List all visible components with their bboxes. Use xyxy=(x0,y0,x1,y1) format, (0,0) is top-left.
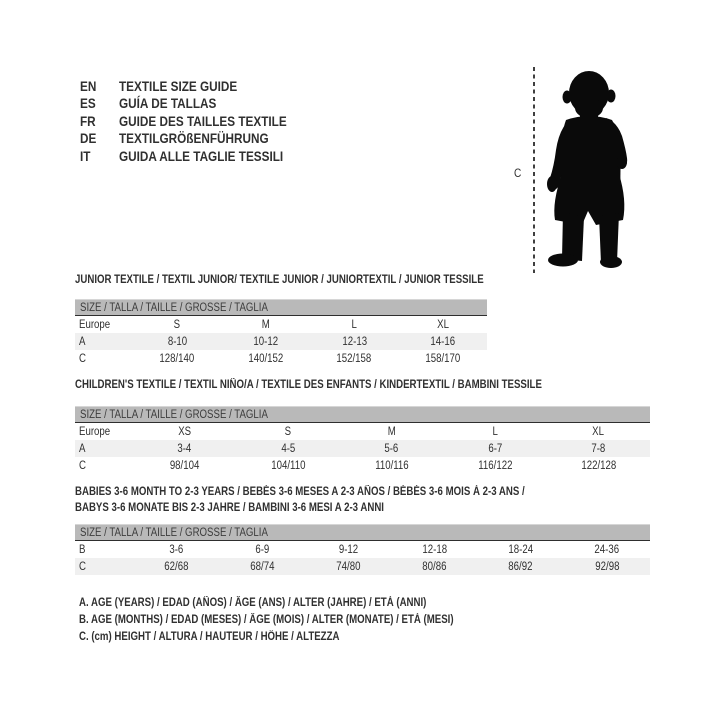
table-row: A 8-10 10-12 12-13 14-16 xyxy=(75,333,487,350)
size-cell: 110/116 xyxy=(374,459,409,472)
language-row-es: ES GUÍA DE TALLAS xyxy=(80,95,319,113)
language-label: TEXTILGRÖßENFÜHRUNG xyxy=(119,130,269,147)
table-row: C 62/68 68/74 74/80 80/86 86/92 92/98 xyxy=(75,558,650,575)
size-cell: 4-5 xyxy=(281,442,296,455)
size-cell: 116/122 xyxy=(477,459,513,472)
children-table-rows: Europe XS S M L XL A 3-4 4-5 5-6 6-7 7-8 C 98/104 104/… xyxy=(75,423,650,474)
size-cell: L xyxy=(492,425,498,438)
size-cell: 80/86 xyxy=(422,560,447,573)
table-row: C 98/104 104/110 110/116 116/122 122/128 xyxy=(75,457,650,474)
size-cell: 6-7 xyxy=(487,442,502,455)
size-cell: S xyxy=(174,318,181,331)
size-cell: 152/158 xyxy=(336,352,372,365)
row-label: B xyxy=(79,543,86,556)
size-cell: 3-6 xyxy=(169,543,184,556)
language-row-fr: FR GUIDE DES TAILLES TEXTILE xyxy=(80,112,319,130)
size-cell: 62/68 xyxy=(163,560,189,573)
table-title: CHILDREN'S TEXTILE / TEXTIL NIÑO/A / TEX… xyxy=(75,379,542,391)
table-row: B 3-6 6-9 9-12 12-18 18-24 24-36 xyxy=(75,541,650,558)
row-label: A xyxy=(79,442,86,455)
row-label: C xyxy=(79,560,86,573)
size-cell: 3-4 xyxy=(177,442,192,455)
size-cell: M xyxy=(387,425,396,438)
size-header-bar: SIZE / TALLA / TAILLE / GRÖSSE / TAGLIA xyxy=(75,524,650,541)
row-label: Europe xyxy=(79,318,111,331)
size-cell: 128/140 xyxy=(159,352,195,365)
legend-notes: A. AGE (YEARS) / EDAD (AÑOS) / ÂGE (ANS)… xyxy=(79,594,525,645)
language-code: DE xyxy=(80,130,97,147)
size-cell: 104/110 xyxy=(271,459,306,472)
size-cell: 92/98 xyxy=(594,560,620,573)
table-title: JUNIOR TEXTILE / TEXTIL JUNIOR/ TEXTILE … xyxy=(75,274,484,286)
legend-note-a: A. AGE (YEARS) / EDAD (AÑOS) / ÂGE (ANS)… xyxy=(79,596,427,609)
height-measure-label: C xyxy=(514,166,522,180)
size-cell: 74/80 xyxy=(336,560,361,573)
row-label: Europe xyxy=(79,425,111,438)
size-cell: 86/92 xyxy=(508,560,533,573)
language-code: EN xyxy=(80,77,97,94)
language-row-de: DE TEXTILGRÖßENFÜHRUNG xyxy=(80,130,319,148)
height-measure-line xyxy=(533,67,535,273)
toddler-silhouette-icon xyxy=(547,71,628,268)
size-cell: 10-12 xyxy=(253,335,279,348)
table-title: BABIES 3-6 MONTH TO 2-3 YEARS / BEBÉS 3-… xyxy=(75,486,525,514)
language-label: GUIDA ALLE TAGLIE TESSILI xyxy=(119,147,284,164)
language-label: GUÍA DE TALLAS xyxy=(119,95,217,112)
size-cell: 24-36 xyxy=(594,543,620,556)
row-label: C xyxy=(79,459,86,472)
children-table-section: CHILDREN'S TEXTILE / TEXTIL NIÑO/A / TEX… xyxy=(75,378,650,474)
language-code: ES xyxy=(80,95,96,112)
row-label: A xyxy=(79,335,86,348)
size-cell: 7-8 xyxy=(591,442,606,455)
size-cell: 6-9 xyxy=(255,543,270,556)
language-code: IT xyxy=(80,147,91,164)
size-cell: 12-18 xyxy=(422,543,447,556)
junior-table-rows: Europe S M L XL A 8-10 10-12 12-13 14-16 C 128/140 1… xyxy=(75,316,487,367)
table-row: Europe XS S M L XL xyxy=(75,423,650,440)
language-label: GUIDE DES TAILLES TEXTILE xyxy=(119,112,287,129)
size-cell: 14-16 xyxy=(430,335,456,348)
size-cell: 5-6 xyxy=(384,442,399,455)
size-cell: XL xyxy=(592,425,605,438)
language-label: TEXTILE SIZE GUIDE xyxy=(119,77,238,94)
size-cell: 18-24 xyxy=(508,543,534,556)
size-cell: S xyxy=(284,425,292,438)
row-label: C xyxy=(79,352,86,365)
table-row: C 128/140 140/152 152/158 158/170 xyxy=(75,350,487,367)
legend-note-c: C. (cm) HEIGHT / ALTURA / HAUTEUR / HÖHE… xyxy=(79,630,340,643)
size-cell: 122/128 xyxy=(580,459,616,472)
babies-table-rows: B 3-6 6-9 9-12 12-18 18-24 24-36 C 62/68 68/74 74/… xyxy=(75,541,650,575)
size-cell: L xyxy=(351,318,357,331)
size-cell: XS xyxy=(178,425,192,438)
size-cell: 9-12 xyxy=(338,543,359,556)
size-cell: 158/170 xyxy=(425,352,461,365)
size-cell: XL xyxy=(436,318,449,331)
size-header-bar: SIZE / TALLA / TAILLE / GRÖSSE / TAGLIA xyxy=(75,406,650,423)
size-cell: 140/152 xyxy=(248,352,284,365)
size-cell: 8-10 xyxy=(167,335,187,348)
table-row: A 3-4 4-5 5-6 6-7 7-8 xyxy=(75,440,650,457)
language-code: FR xyxy=(80,112,96,129)
size-header-bar: SIZE / TALLA / TAILLE / GRÖSSE / TAGLIA xyxy=(75,299,487,316)
junior-table-section: JUNIOR TEXTILE / TEXTIL JUNIOR/ TEXTILE … xyxy=(75,273,487,367)
language-list: EN TEXTILE SIZE GUIDE ES GUÍA DE TALLAS … xyxy=(80,77,319,165)
size-cell: M xyxy=(261,318,270,331)
language-row-en: EN TEXTILE SIZE GUIDE xyxy=(80,77,319,95)
size-cell: 12-13 xyxy=(341,335,367,348)
babies-table-section: BABIES 3-6 MONTH TO 2-3 YEARS / BEBÉS 3-… xyxy=(75,484,650,575)
size-cell: 68/74 xyxy=(250,560,275,573)
language-row-it: IT GUIDA ALLE TAGLIE TESSILI xyxy=(80,147,319,165)
size-cell: 98/104 xyxy=(169,459,200,472)
legend-note-b: B. AGE (MONTHS) / EDAD (MESES) / ÂGE (MO… xyxy=(79,613,454,626)
table-row: Europe S M L XL xyxy=(75,316,487,333)
